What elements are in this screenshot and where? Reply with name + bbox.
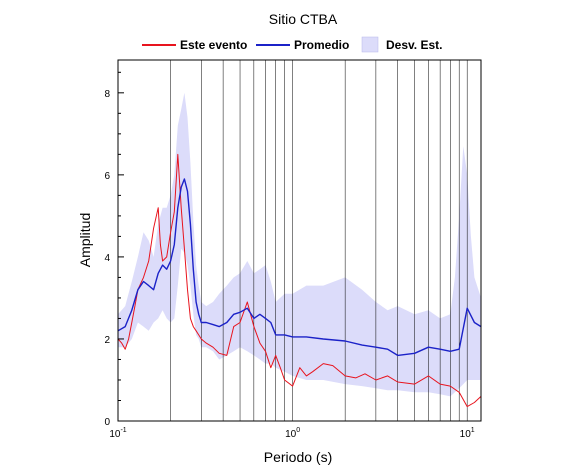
legend-swatch-band [361,36,379,53]
y-tick-label: 2 [104,335,110,346]
plot-frame [117,59,482,422]
legend-label: Este evento [180,38,247,52]
grid-layer [117,60,468,421]
y-axis-label: Amplitud [77,213,93,267]
legend: Este evento Promedio Desv. Est. [142,36,442,53]
legend-label: Promedio [294,38,349,52]
legend-label: Desv. Est. [386,38,442,52]
series-line-promedio [117,178,482,357]
y-tick-label: 8 [104,89,110,100]
axes-layer: 0 2 4 6 8 10-1 100 101 [104,59,482,440]
y-tick-label: 4 [104,253,110,264]
chart-title: Sitio CTBA [269,11,338,27]
std-band [118,92,481,397]
x-tick-label: 101 [460,427,475,440]
x-axis-label: Periodo (s) [264,449,332,465]
std-band-layer [118,92,481,397]
x-tick-label: 100 [285,427,300,440]
y-tick-label: 6 [104,171,110,182]
y-tick-label: 0 [104,417,110,428]
x-tick-label: 10-1 [109,427,126,440]
series-layer [117,153,482,408]
series-line-este-evento [117,153,482,408]
